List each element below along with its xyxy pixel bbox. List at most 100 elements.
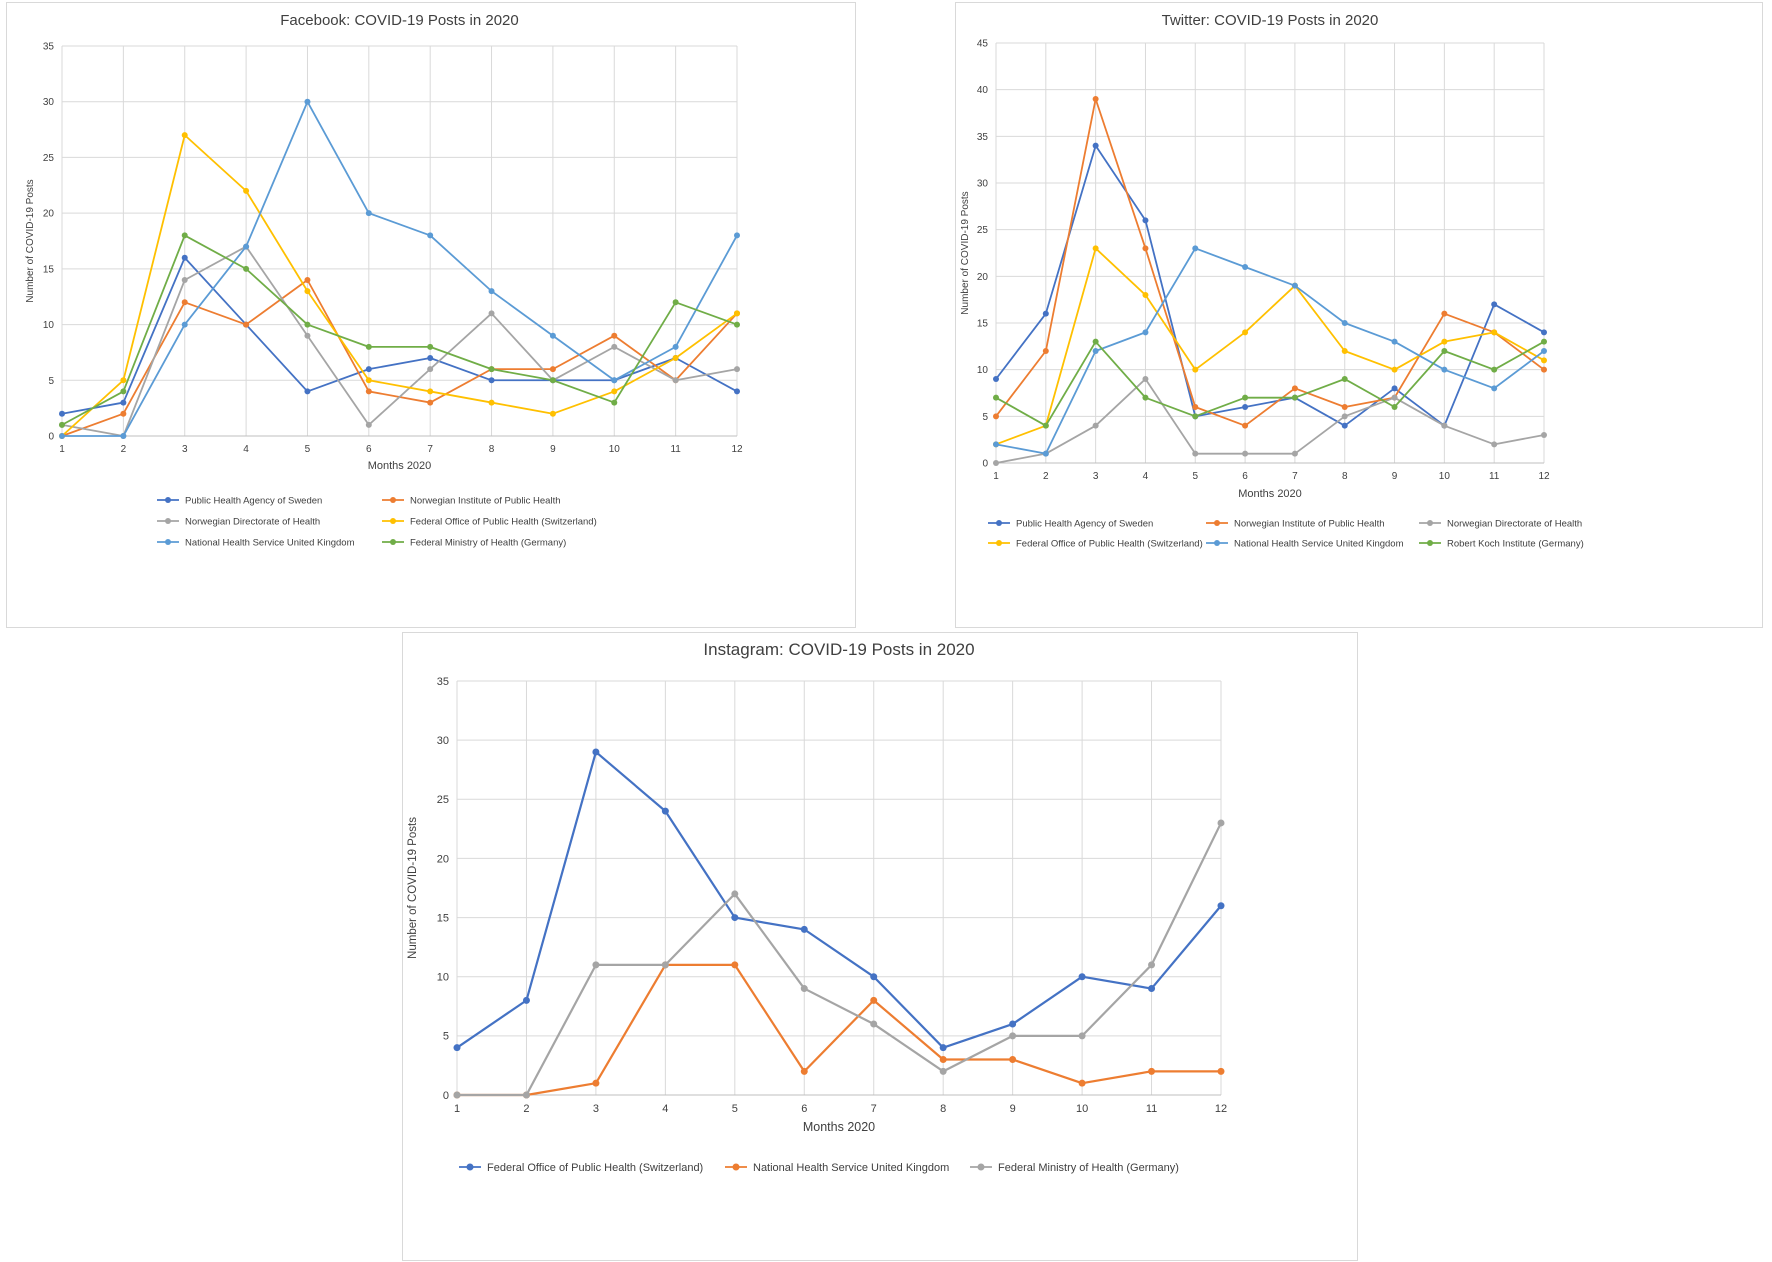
facebook-data-point [427,366,434,373]
twitter-xtick-label: 2 [1043,471,1049,482]
twitter-legend-label: National Health Service United Kingdom [1234,538,1404,549]
twitter-ytick-label: 5 [982,412,988,423]
twitter-legend-label: Robert Koch Institute (Germany) [1447,538,1584,549]
facebook-ytick-label: 15 [43,264,55,275]
facebook-data-point [488,399,495,406]
twitter-data-point [1092,338,1099,345]
facebook-legend-label: Norwegian Directorate of Health [185,516,320,527]
instagram-data-point [1078,1079,1086,1087]
twitter-xtick-label: 6 [1242,471,1248,482]
facebook-legend-label: Public Health Agency of Sweden [185,495,322,506]
instagram-data-point [1078,1032,1086,1040]
facebook-xtick-label: 12 [731,444,743,455]
facebook-data-point [304,321,311,328]
twitter-data-point [1242,422,1249,429]
facebook-series-line [62,100,738,437]
twitter-ytick-label: 20 [977,272,989,283]
twitter-data-point [1541,329,1547,336]
facebook-data-point [304,98,311,105]
twitter-data-point [1491,329,1498,336]
facebook-data-point [181,254,188,261]
facebook-ytick-label: 25 [43,153,55,164]
facebook-data-point [59,421,65,428]
twitter-series-line [995,378,1545,464]
instagram-data-point [870,973,878,981]
facebook-data-point [181,132,188,139]
facebook-ytick-label: 20 [43,209,55,220]
instagram-data-point [1009,1056,1017,1064]
twitter-ytick-label: 15 [977,319,989,330]
facebook-data-point [120,433,127,439]
twitter-xtick-label: 9 [1392,471,1398,482]
instagram-xtick-label: 12 [1215,1103,1227,1115]
instagram-chart-title: Instagram: COVID-19 Posts in 2020 [703,640,974,659]
facebook-xtick-label: 9 [550,444,556,455]
facebook-data-point [181,299,188,306]
facebook-data-point [304,332,311,339]
twitter-data-point [1092,96,1099,102]
twitter-data-point [1192,245,1199,252]
instagram-legend-marker [732,1163,740,1171]
twitter-legend-label: Norwegian Directorate of Health [1447,518,1582,529]
twitter-legend-marker [1214,520,1220,526]
instagram-data-point [661,807,669,815]
twitter-data-point [1491,366,1498,373]
facebook-data-point [549,377,556,384]
instagram-ytick-label: 35 [437,676,449,688]
twitter-data-point [1042,422,1049,429]
instagram-chart-panel: 0 5 10 15 20 25 30 35 1 2 3 4 5 6 7 8 9 10 11 12 Instagram: … [402,632,1358,1261]
twitter-data-point [1341,404,1348,410]
twitter-xtick-label: 7 [1292,471,1298,482]
twitter-data-point [1291,450,1298,457]
twitter-data-point [1242,264,1249,270]
facebook-series-line [61,234,738,426]
facebook-data-point [611,388,618,395]
facebook-data-point [243,187,250,194]
twitter-series-line [995,340,1545,427]
facebook-legend-label: Federal Office of Public Health (Switzer… [410,516,597,527]
twitter-data-point [1391,394,1398,401]
instagram-data-point [939,1056,947,1064]
facebook-data-point [243,243,250,250]
twitter-data-point [1491,301,1498,308]
instagram-xtick-label: 8 [940,1103,946,1115]
twitter-data-point [1441,366,1448,373]
twitter-data-point [1242,329,1249,336]
facebook-xtick-label: 3 [182,444,188,455]
facebook-data-point [120,410,127,417]
instagram-series-line [457,822,1222,1097]
facebook-xtick-label: 6 [366,444,372,455]
facebook-ytick-label: 10 [43,320,55,331]
facebook-data-point [611,377,618,384]
facebook-data-point [488,288,495,295]
twitter-data-point [1092,422,1099,429]
twitter-ytick-label: 10 [977,365,989,376]
instagram-legend-marker [977,1163,985,1171]
facebook-data-point [181,277,188,283]
instagram-ytick-label: 0 [443,1090,449,1102]
twitter-data-point [1391,366,1398,373]
twitter-legend-label: Federal Office of Public Health (Switzer… [1016,538,1203,549]
twitter-data-point [1192,413,1199,420]
twitter-xtick-label: 12 [1538,471,1550,482]
twitter-data-point [1441,310,1448,317]
twitter-data-point [1291,282,1298,289]
instagram-data-point [800,985,808,993]
facebook-data-point [672,355,679,361]
twitter-data-point [1441,338,1448,345]
facebook-legend-label: Federal Ministry of Health (Germany) [410,537,566,548]
facebook-data-point [120,388,127,395]
twitter-data-point [993,376,999,382]
instagram-xtick-label: 2 [523,1103,529,1115]
instagram-data-point [1009,1032,1017,1040]
facebook-data-point [427,343,434,350]
facebook-legend-marker [390,539,396,545]
instagram-legend-label: Federal Ministry of Health (Germany) [998,1162,1179,1174]
facebook-series-line [61,245,738,437]
instagram-legend-label: Federal Office of Public Health (Switzer… [487,1162,703,1174]
instagram-data-point [731,961,739,969]
